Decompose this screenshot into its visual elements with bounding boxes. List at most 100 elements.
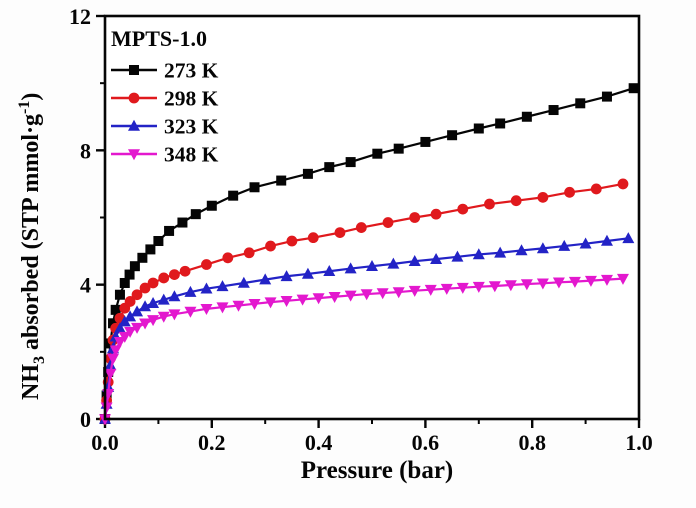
data-point-marker-273-k: [495, 118, 506, 129]
data-point-marker-348-k: [536, 278, 549, 290]
data-point-marker-348-k: [552, 277, 565, 289]
data-point-marker-298-k: [457, 203, 469, 215]
data-point-marker-348-k: [488, 281, 501, 293]
x-axis-tick-label: 1.0: [625, 430, 653, 455]
legend-label-273-k: 273 K: [164, 59, 219, 83]
data-point-marker-298-k: [131, 289, 143, 301]
data-point-marker-273-k: [164, 225, 175, 236]
x-axis-tick-label: 0.4: [305, 430, 333, 455]
data-point-marker-323-k: [579, 237, 592, 249]
data-point-marker-323-k: [600, 234, 613, 246]
legend-title: MPTS-1.0: [111, 26, 207, 51]
data-point-marker-348-k: [248, 299, 261, 311]
data-point-marker-273-k: [521, 111, 532, 122]
data-point-marker-323-k: [408, 254, 421, 266]
data-point-marker-298-k: [430, 208, 442, 220]
data-point-marker-298-k: [243, 247, 255, 259]
data-point-marker-348-k: [104, 368, 117, 380]
legend-marker-298-k: [128, 92, 140, 104]
data-point-marker-348-k: [157, 311, 170, 323]
x-axis-title: Pressure (bar): [301, 457, 454, 484]
data-point-marker-323-k: [147, 296, 160, 308]
y-axis-tick-label: 0: [80, 407, 91, 432]
data-point-marker-348-k: [440, 283, 453, 295]
data-point-marker-298-k: [139, 282, 151, 294]
legend-label-298-k: 298 K: [164, 87, 219, 111]
data-point-marker-273-k: [372, 148, 383, 159]
legend-item-348-k: 348 K: [111, 143, 219, 167]
data-point-marker-273-k: [108, 318, 119, 329]
legend-item-298-k: 298 K: [111, 87, 219, 111]
data-point-marker-348-k: [584, 275, 597, 287]
data-point-marker-298-k: [510, 195, 522, 207]
data-point-marker-298-k: [590, 183, 602, 195]
data-point-marker-348-k: [616, 273, 629, 285]
data-point-marker-273-k: [110, 304, 121, 315]
data-point-marker-323-k: [113, 322, 126, 334]
data-point-marker-348-k: [520, 279, 533, 291]
data-point-marker-348-k: [456, 282, 469, 294]
series-323-k: [99, 232, 635, 424]
data-point-marker-323-k: [124, 310, 137, 322]
data-point-marker-348-k: [376, 288, 389, 300]
data-point-marker-323-k: [157, 293, 170, 305]
data-point-marker-298-k: [617, 178, 629, 190]
y-axis-title-part-sub: 3: [31, 356, 48, 364]
data-point-marker-348-k: [360, 289, 373, 301]
data-point-marker-348-k: [328, 291, 341, 303]
data-point-marker-323-k: [515, 244, 528, 256]
data-point-marker-348-k: [216, 302, 229, 314]
data-point-marker-298-k: [147, 277, 159, 289]
legend: MPTS-1.0 273 K 298 K 323 K 348 K: [111, 26, 219, 167]
data-point-marker-323-k: [301, 267, 314, 279]
data-point-marker-298-k: [484, 198, 495, 210]
y-axis-tick-label: 8: [80, 138, 91, 163]
series-348-k: [99, 273, 629, 426]
data-point-marker-348-k: [184, 306, 197, 318]
data-point-marker-323-k: [344, 262, 357, 274]
data-point-marker-323-k: [451, 250, 464, 262]
legend-label-323-k: 323 K: [164, 115, 219, 139]
data-point-marker-273-k: [190, 209, 201, 220]
data-point-marker-273-k: [420, 136, 431, 147]
data-point-marker-348-k: [568, 276, 581, 288]
legend-item-323-k: 323 K: [111, 115, 219, 139]
data-point-marker-323-k: [323, 265, 336, 277]
data-point-marker-273-k: [628, 83, 639, 94]
legend-marker-273-k: [129, 65, 139, 75]
data-point-marker-323-k: [494, 246, 507, 258]
data-point-marker-348-k: [264, 297, 277, 309]
data-point-marker-323-k: [139, 300, 152, 312]
data-point-marker-273-k: [153, 236, 164, 247]
data-point-marker-323-k: [536, 242, 549, 254]
data-point-marker-273-k: [137, 252, 148, 263]
data-point-marker-348-k: [100, 402, 113, 414]
data-point-marker-273-k: [393, 143, 404, 154]
data-point-marker-273-k: [114, 289, 125, 300]
data-point-marker-273-k: [601, 91, 612, 102]
data-point-marker-273-k: [302, 168, 313, 179]
data-point-marker-298-k: [355, 222, 367, 233]
data-point-marker-323-k: [387, 257, 400, 269]
x-axis-tick-label: 0.6: [412, 430, 440, 455]
data-point-marker-348-k: [296, 294, 309, 306]
data-point-marker-273-k: [447, 130, 458, 141]
data-point-marker-323-k: [184, 285, 197, 297]
data-point-marker-348-k: [600, 274, 613, 286]
data-point-marker-273-k: [129, 261, 140, 272]
data-point-marker-273-k: [124, 269, 135, 280]
data-point-marker-348-k: [200, 304, 213, 316]
y-axis-tick-label: 12: [69, 4, 91, 29]
x-axis-tick-label: 0.8: [518, 430, 546, 455]
data-point-marker-273-k: [177, 217, 188, 228]
data-point-marker-273-k: [249, 182, 260, 193]
data-point-marker-298-k: [307, 232, 319, 244]
data-point-marker-298-k: [222, 252, 234, 264]
legend-item-273-k: 273 K: [111, 59, 219, 83]
data-point-marker-273-k: [324, 162, 335, 173]
data-point-marker-348-k: [109, 345, 122, 357]
data-point-marker-348-k: [424, 284, 437, 296]
data-point-marker-348-k: [147, 315, 160, 327]
data-point-marker-348-k: [472, 281, 485, 293]
